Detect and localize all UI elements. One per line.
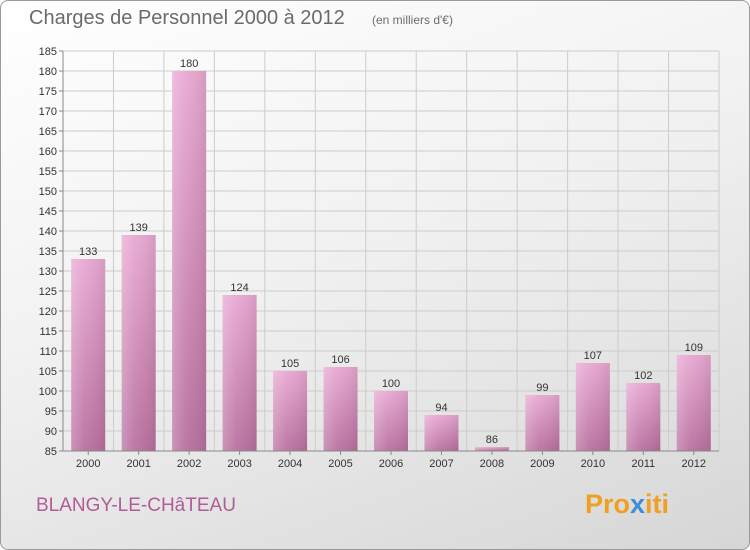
bar-sheen-2003: [222, 295, 257, 451]
y-tick-label: 160: [39, 146, 57, 158]
bar-sheen-2005: [323, 367, 358, 451]
bar-sheen-2000: [71, 259, 106, 451]
data-label-2007: 94: [435, 402, 447, 414]
proxiti-logo: Proxiti: [585, 489, 669, 520]
x-tick-label-2005: 2005: [328, 458, 352, 470]
bar-sheen-2012: [676, 355, 711, 451]
bar-sheen-2011: [626, 383, 661, 451]
x-tick-label-2003: 2003: [227, 458, 251, 470]
bar-sheen-2004: [273, 371, 308, 451]
y-tick-label: 165: [39, 126, 57, 138]
y-tick-label: 185: [39, 46, 57, 58]
logo-part-1: Pro: [585, 489, 631, 519]
x-tick-label-2008: 2008: [480, 458, 504, 470]
chart-title: Charges de Personnel 2000 à 2012: [29, 7, 345, 29]
y-tick-label: 150: [39, 186, 57, 198]
data-label-2010: 107: [584, 350, 602, 362]
place-name: BLANGY-LE-CHâTEAU: [36, 495, 236, 516]
bar-sheen-2006: [374, 391, 408, 451]
x-tick-label-2012: 2012: [682, 458, 706, 470]
data-label-2004: 105: [281, 358, 299, 370]
x-tick-label-2002: 2002: [177, 458, 201, 470]
y-tick-label: 140: [39, 226, 57, 238]
x-tick-label-2009: 2009: [530, 458, 554, 470]
bar-sheen-2002: [172, 71, 207, 451]
data-label-2012: 109: [685, 342, 703, 354]
bar-sheen-2009: [525, 395, 560, 451]
logo-part-2: x: [630, 489, 646, 519]
y-tick-label: 85: [45, 446, 57, 458]
bar-sheen-2007: [424, 415, 459, 451]
data-label-2003: 124: [230, 282, 248, 294]
y-tick-label: 175: [39, 86, 57, 98]
x-tick-label-2006: 2006: [379, 458, 403, 470]
data-label-2009: 99: [536, 382, 548, 394]
chart-subtitle: (en milliers d'€): [372, 13, 453, 27]
y-tick-label: 155: [39, 166, 57, 178]
y-tick-label: 125: [39, 286, 57, 298]
y-tick-label: 145: [39, 206, 57, 218]
bar-sheen-2001: [121, 235, 156, 451]
x-tick-label-2010: 2010: [581, 458, 605, 470]
y-tick-label: 135: [39, 246, 57, 258]
data-label-2005: 106: [331, 354, 349, 366]
y-tick-label: 90: [45, 426, 57, 438]
y-tick-label: 180: [39, 66, 57, 78]
y-tick-label: 170: [39, 106, 57, 118]
y-tick-label: 95: [45, 406, 57, 418]
bar-sheen-2008: [474, 447, 509, 451]
y-tick-label: 120: [39, 306, 57, 318]
y-tick-label: 130: [39, 266, 57, 278]
x-tick-label-2011: 2011: [631, 458, 655, 470]
data-label-2008: 86: [486, 434, 498, 446]
x-tick-label-2004: 2004: [278, 458, 302, 470]
y-tick-label: 115: [39, 326, 57, 338]
data-label-2006: 100: [382, 378, 400, 390]
y-tick-label: 105: [39, 366, 57, 378]
data-label-2001: 139: [130, 222, 148, 234]
logo-part-3: iti: [645, 489, 670, 519]
data-label-2011: 102: [634, 370, 652, 382]
x-tick-label-2001: 2001: [126, 458, 150, 470]
y-tick-label: 110: [39, 346, 57, 358]
bar-sheen-2010: [575, 363, 610, 451]
x-tick-label-2000: 2000: [76, 458, 100, 470]
data-label-2002: 180: [180, 58, 198, 70]
x-tick-label-2007: 2007: [429, 458, 453, 470]
data-label-2000: 133: [79, 246, 97, 258]
y-tick-label: 100: [39, 386, 57, 398]
